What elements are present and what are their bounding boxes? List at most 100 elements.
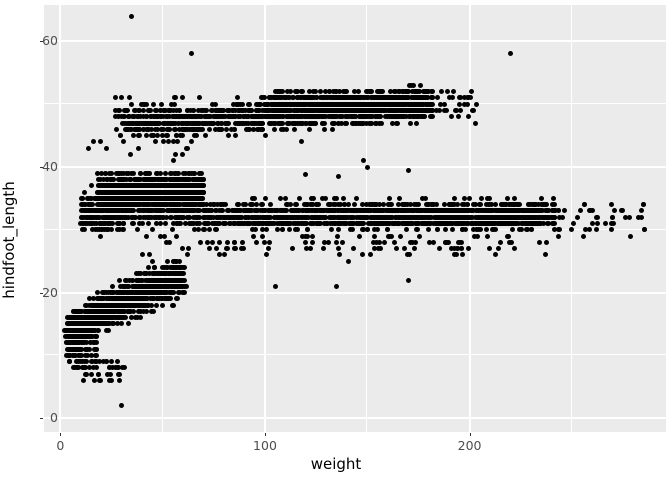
data-point	[96, 214, 102, 220]
data-point	[189, 170, 195, 176]
data-point	[151, 271, 157, 277]
data-point	[121, 170, 127, 176]
data-point	[78, 346, 84, 352]
data-point	[161, 195, 167, 201]
data-point	[332, 202, 338, 208]
data-point	[94, 290, 100, 296]
data-point	[94, 346, 100, 352]
data-point	[94, 170, 100, 176]
data-point	[492, 202, 498, 208]
data-point	[115, 371, 121, 377]
data-point	[465, 202, 471, 208]
data-point	[140, 189, 146, 195]
data-point	[142, 302, 148, 308]
data-point	[259, 202, 265, 208]
data-point	[213, 227, 219, 233]
plot-panel	[44, 5, 666, 432]
data-point	[117, 189, 123, 195]
data-point	[88, 352, 94, 358]
data-point	[336, 227, 342, 233]
data-point	[150, 277, 156, 283]
data-point	[158, 283, 164, 289]
data-point	[152, 264, 158, 270]
data-point	[182, 283, 188, 289]
data-point	[146, 271, 152, 277]
data-point	[115, 321, 121, 327]
data-point	[145, 277, 151, 283]
data-point	[109, 283, 115, 289]
data-point	[163, 177, 169, 183]
data-point	[484, 195, 490, 201]
data-point	[118, 321, 124, 327]
data-point	[296, 195, 302, 201]
data-point	[346, 202, 352, 208]
data-point	[66, 346, 72, 352]
data-point	[107, 371, 113, 377]
data-point	[141, 177, 147, 183]
data-point	[478, 195, 484, 201]
data-point	[149, 227, 155, 233]
data-point	[171, 202, 177, 208]
data-point	[79, 195, 85, 201]
data-point	[74, 315, 80, 321]
data-point	[114, 359, 120, 365]
data-point	[399, 202, 405, 208]
data-point	[135, 227, 141, 233]
data-point	[165, 258, 171, 264]
data-point	[136, 283, 142, 289]
data-point	[67, 359, 73, 365]
data-point	[120, 177, 126, 183]
data-point	[167, 170, 173, 176]
data-point	[470, 227, 476, 233]
data-point	[184, 177, 190, 183]
data-point	[135, 308, 141, 314]
data-point	[121, 189, 127, 195]
data-point	[174, 296, 180, 302]
data-point	[120, 315, 126, 321]
data-point	[328, 227, 334, 233]
data-point	[127, 202, 133, 208]
data-point	[87, 221, 93, 227]
gridline-horizontal-major	[44, 40, 666, 43]
data-point	[175, 277, 181, 283]
data-points-layer	[44, 5, 666, 432]
data-point	[149, 189, 154, 195]
data-point	[149, 177, 155, 183]
data-point	[144, 308, 150, 314]
data-point	[126, 321, 132, 327]
data-point	[180, 202, 186, 208]
data-point	[294, 227, 300, 233]
data-point	[114, 302, 120, 308]
data-point	[118, 214, 124, 220]
data-point	[292, 202, 298, 208]
data-point	[80, 221, 86, 227]
gridline-horizontal-major	[44, 166, 666, 168]
data-point	[140, 308, 146, 314]
data-point	[81, 189, 87, 195]
data-point	[459, 202, 465, 208]
data-point	[371, 233, 377, 239]
data-point	[98, 221, 104, 227]
data-point	[200, 183, 206, 189]
data-point	[134, 277, 140, 283]
data-point	[131, 308, 137, 314]
data-point	[199, 177, 205, 183]
data-point	[250, 195, 256, 201]
data-point	[170, 302, 176, 308]
data-point	[79, 214, 85, 220]
data-point	[124, 308, 130, 314]
data-point	[403, 227, 409, 233]
data-point	[397, 195, 403, 201]
data-point	[476, 202, 482, 208]
data-point	[150, 308, 156, 314]
data-point	[68, 327, 74, 333]
data-point	[138, 315, 144, 321]
gridline-horizontal-major	[44, 417, 666, 420]
data-point	[461, 195, 467, 201]
data-point	[206, 227, 212, 233]
data-point	[149, 302, 155, 308]
data-point	[153, 221, 159, 227]
data-point	[98, 202, 104, 208]
data-point	[352, 202, 358, 208]
data-point	[94, 340, 100, 346]
